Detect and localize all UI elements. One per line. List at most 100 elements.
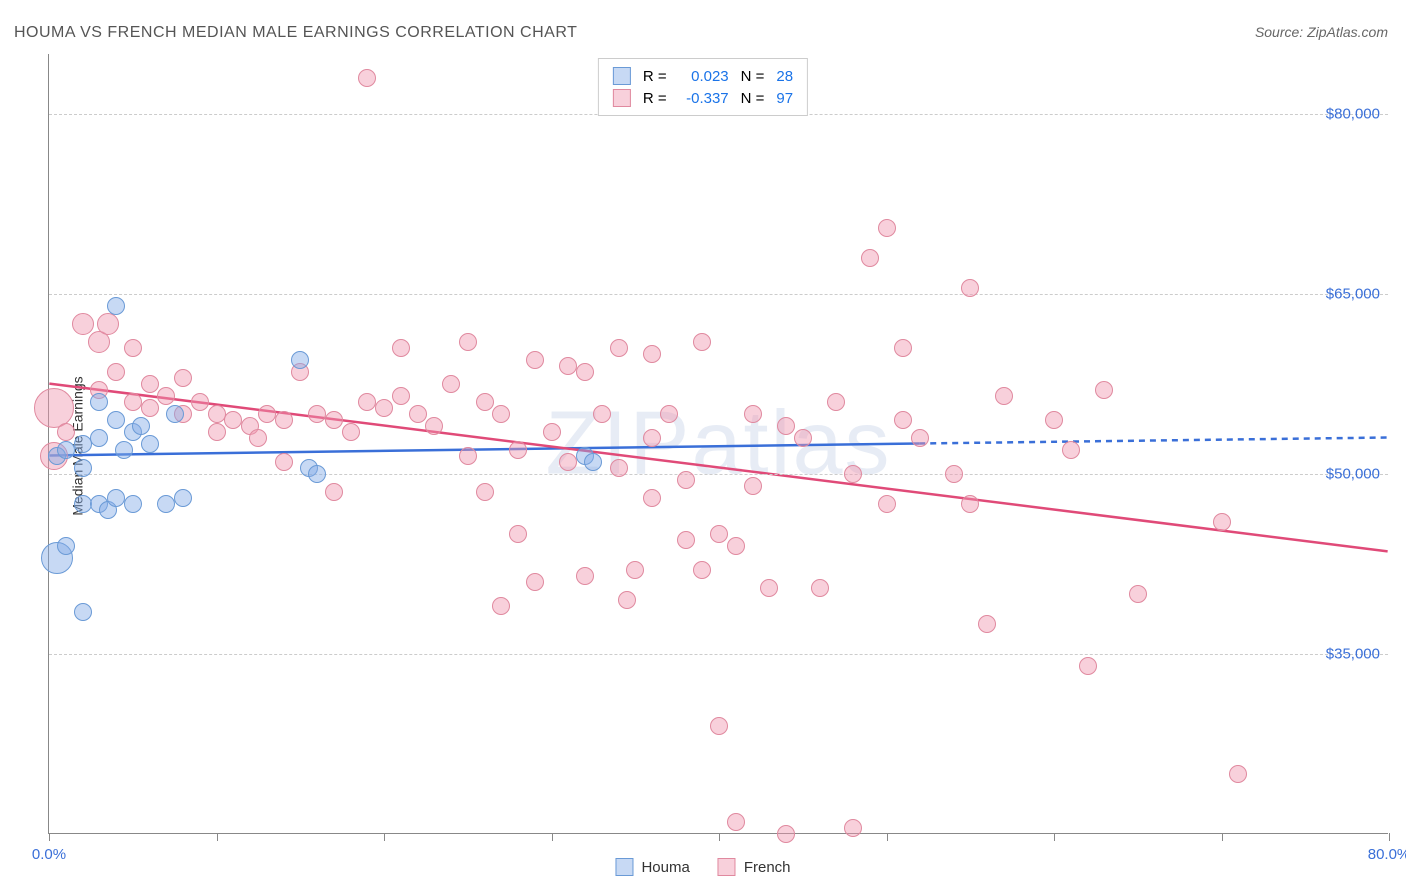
french-bubble: [375, 399, 393, 417]
french-bubble: [208, 423, 226, 441]
x-start-label: 0.0%: [32, 846, 66, 863]
houma-bubble: [115, 441, 133, 459]
houma-bubble: [291, 351, 309, 369]
x-tick: [552, 833, 553, 841]
french-bubble: [526, 351, 544, 369]
french-bubble: [392, 387, 410, 405]
x-tick: [217, 833, 218, 841]
gridline: [49, 474, 1388, 475]
french-bubble: [727, 537, 745, 555]
swatch-french-icon: [613, 89, 631, 107]
french-bubble: [945, 465, 963, 483]
r-label: R =: [643, 68, 667, 85]
french-bubble: [107, 363, 125, 381]
chart-source: Source: ZipAtlas.com: [1255, 24, 1388, 40]
french-bubble: [894, 411, 912, 429]
french-bubble: [275, 411, 293, 429]
french-bubble: [476, 483, 494, 501]
houma-bubble: [124, 495, 142, 513]
french-bubble: [57, 423, 75, 441]
houma-bubble: [74, 495, 92, 513]
french-bubble: [710, 525, 728, 543]
french-bubble: [744, 405, 762, 423]
french-bubble: [97, 313, 119, 335]
french-bubble: [141, 375, 159, 393]
french-bubble: [559, 453, 577, 471]
french-bubble: [526, 573, 544, 591]
french-bubble: [811, 579, 829, 597]
french-bubble: [34, 388, 74, 428]
swatch-houma-icon: [615, 858, 633, 876]
houma-bubble: [174, 489, 192, 507]
swatch-houma-icon: [613, 67, 631, 85]
french-bubble: [1079, 657, 1097, 675]
legend-label-french: French: [744, 859, 791, 876]
correlation-legend: R = 0.023 N = 28 R = -0.337 N = 97: [598, 58, 808, 116]
n-label: N =: [741, 90, 765, 107]
french-bubble: [660, 405, 678, 423]
r-value-houma: 0.023: [679, 68, 729, 85]
houma-bubble: [166, 405, 184, 423]
french-bubble: [442, 375, 460, 393]
houma-bubble: [308, 465, 326, 483]
y-tick-label: $80,000: [1326, 106, 1380, 123]
series-legend: Houma French: [615, 858, 790, 876]
french-bubble: [208, 405, 226, 423]
chart-title: HOUMA VS FRENCH MEDIAN MALE EARNINGS COR…: [14, 24, 577, 42]
x-tick: [1389, 833, 1390, 841]
french-bubble: [618, 591, 636, 609]
french-bubble: [878, 219, 896, 237]
french-bubble: [409, 405, 427, 423]
french-bubble: [844, 819, 862, 837]
french-bubble: [593, 405, 611, 423]
french-bubble: [124, 393, 142, 411]
y-tick-label: $65,000: [1326, 286, 1380, 303]
n-label: N =: [741, 68, 765, 85]
houma-bubble: [57, 537, 75, 555]
french-bubble: [978, 615, 996, 633]
french-bubble: [894, 339, 912, 357]
french-bubble: [794, 429, 812, 447]
french-bubble: [492, 597, 510, 615]
french-bubble: [677, 531, 695, 549]
french-bubble: [1062, 441, 1080, 459]
french-bubble: [576, 363, 594, 381]
french-bubble: [693, 561, 711, 579]
y-tick-label: $50,000: [1326, 466, 1380, 483]
houma-bubble: [107, 411, 125, 429]
houma-bubble: [90, 429, 108, 447]
legend-row-houma: R = 0.023 N = 28: [613, 65, 793, 87]
french-bubble: [325, 483, 343, 501]
french-bubble: [191, 393, 209, 411]
french-bubble: [509, 525, 527, 543]
french-bubble: [1229, 765, 1247, 783]
n-value-french: 97: [776, 90, 793, 107]
y-tick-label: $35,000: [1326, 646, 1380, 663]
gridline: [49, 654, 1388, 655]
x-end-label: 80.0%: [1368, 846, 1406, 863]
french-bubble: [124, 339, 142, 357]
french-bubble: [727, 813, 745, 831]
french-bubble: [258, 405, 276, 423]
houma-bubble: [74, 603, 92, 621]
houma-bubble: [107, 297, 125, 315]
french-bubble: [610, 339, 628, 357]
french-bubble: [559, 357, 577, 375]
french-bubble: [358, 69, 376, 87]
french-bubble: [643, 489, 661, 507]
french-bubble: [878, 495, 896, 513]
french-bubble: [174, 369, 192, 387]
houma-bubble: [74, 459, 92, 477]
french-bubble: [249, 429, 267, 447]
x-tick: [384, 833, 385, 841]
houma-bubble: [157, 495, 175, 513]
french-bubble: [459, 333, 477, 351]
french-bubble: [844, 465, 862, 483]
french-bubble: [275, 453, 293, 471]
legend-label-houma: Houma: [641, 859, 689, 876]
french-bubble: [643, 345, 661, 363]
houma-bubble: [141, 435, 159, 453]
french-bubble: [961, 279, 979, 297]
french-bubble: [157, 387, 175, 405]
french-bubble: [342, 423, 360, 441]
